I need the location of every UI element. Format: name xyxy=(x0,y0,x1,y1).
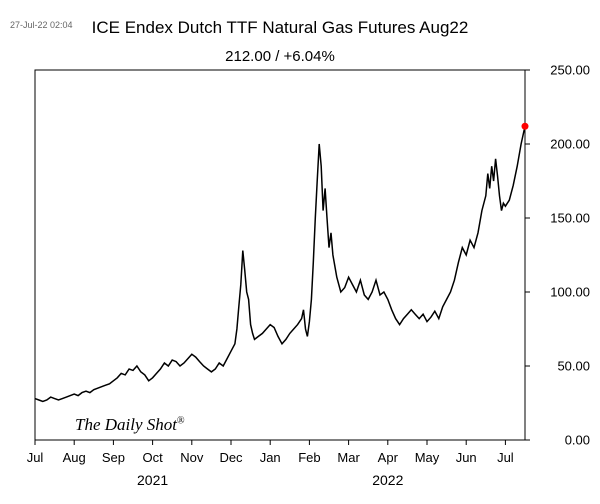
watermark: The Daily Shot® xyxy=(75,415,185,435)
x-tick-label: Mar xyxy=(337,450,359,465)
x-tick-label: Nov xyxy=(180,450,203,465)
y-tick-label: 250.00 xyxy=(550,63,590,78)
y-tick-label: 0.00 xyxy=(565,433,590,448)
chart-title: ICE Endex Dutch TTF Natural Gas Futures … xyxy=(0,18,560,38)
plot-area xyxy=(30,65,530,445)
x-tick-label: Feb xyxy=(298,450,320,465)
y-tick-label: 150.00 xyxy=(550,211,590,226)
x-tick-label: Apr xyxy=(378,450,398,465)
chart-subtitle: 212.00 / +6.04% xyxy=(0,48,560,65)
x-tick-label: Dec xyxy=(219,450,242,465)
x-tick-label: Jul xyxy=(497,450,514,465)
y-tick-label: 100.00 xyxy=(550,285,590,300)
x-tick-label: Jan xyxy=(260,450,281,465)
x-tick-label: May xyxy=(415,450,440,465)
x-tick-label: Sep xyxy=(102,450,125,465)
y-tick-label: 50.00 xyxy=(557,359,590,374)
x-tick-label: Aug xyxy=(63,450,86,465)
x-tick-label: Jun xyxy=(456,450,477,465)
y-tick-label: 200.00 xyxy=(550,137,590,152)
x-tick-label: Oct xyxy=(142,450,162,465)
year-label: 2021 xyxy=(137,472,168,488)
line-chart-svg xyxy=(30,65,530,445)
x-tick-label: Jul xyxy=(27,450,44,465)
chart-container: 27-Jul-22 02:04 ICE Endex Dutch TTF Natu… xyxy=(0,0,600,504)
year-label: 2022 xyxy=(372,472,403,488)
